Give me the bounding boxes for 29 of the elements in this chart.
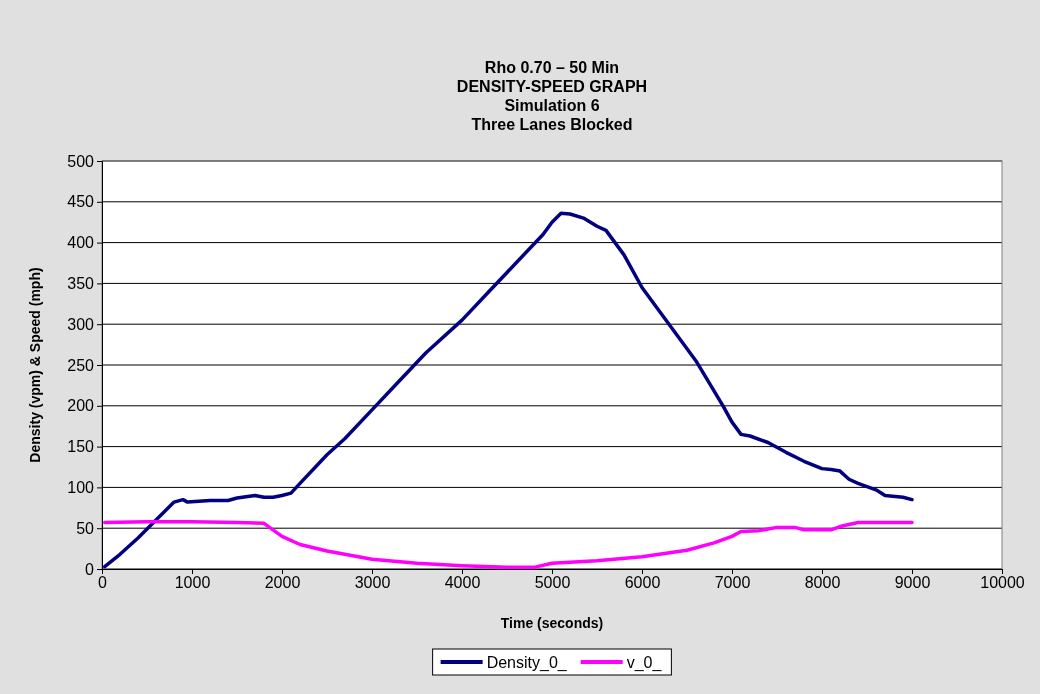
y-tick-label: 250 (67, 356, 95, 374)
x-tick-label: 8000 (804, 574, 841, 592)
y-tick-label: 450 (67, 193, 95, 211)
y-tick-label: 150 (67, 438, 95, 456)
x-tick-label: 5000 (534, 574, 571, 592)
x-tick-label: 6000 (624, 574, 661, 592)
line-series (102, 211, 914, 569)
y-tick-label: 350 (67, 275, 95, 293)
x-tick-label: 4000 (444, 574, 481, 592)
y-tick-label: 400 (67, 234, 95, 252)
x-tick-label: 0 (98, 574, 108, 592)
y-tick-label: 50 (76, 519, 95, 537)
y-tick-label: 100 (67, 479, 95, 497)
x-tick-label: 10000 (980, 574, 1025, 592)
chart-title: Rho 0.70 – 50 Min DENSITY-SPEED GRAPH Simulation 6 Three Lanes Blocked (456, 59, 648, 133)
x-tick-label: 3000 (354, 574, 391, 592)
y-tick-label: 200 (67, 397, 95, 415)
x-tick-label: 7000 (714, 574, 751, 592)
y-tick-label: 300 (67, 315, 95, 333)
x-tick-label: 1000 (174, 574, 211, 592)
y-axis-title: Density (vpm) & Speed (mph) (27, 267, 43, 463)
legend-label: Density_0_ (486, 654, 568, 672)
legend-label: v_0_ (626, 654, 663, 672)
y-tick-label: 0 (85, 560, 95, 578)
x-tick-label: 2000 (264, 574, 301, 592)
line-series (102, 519, 914, 570)
y-tick-label: 500 (67, 152, 95, 170)
x-tick-label: 9000 (894, 574, 931, 592)
x-axis-title: Time (seconds) (500, 615, 604, 631)
